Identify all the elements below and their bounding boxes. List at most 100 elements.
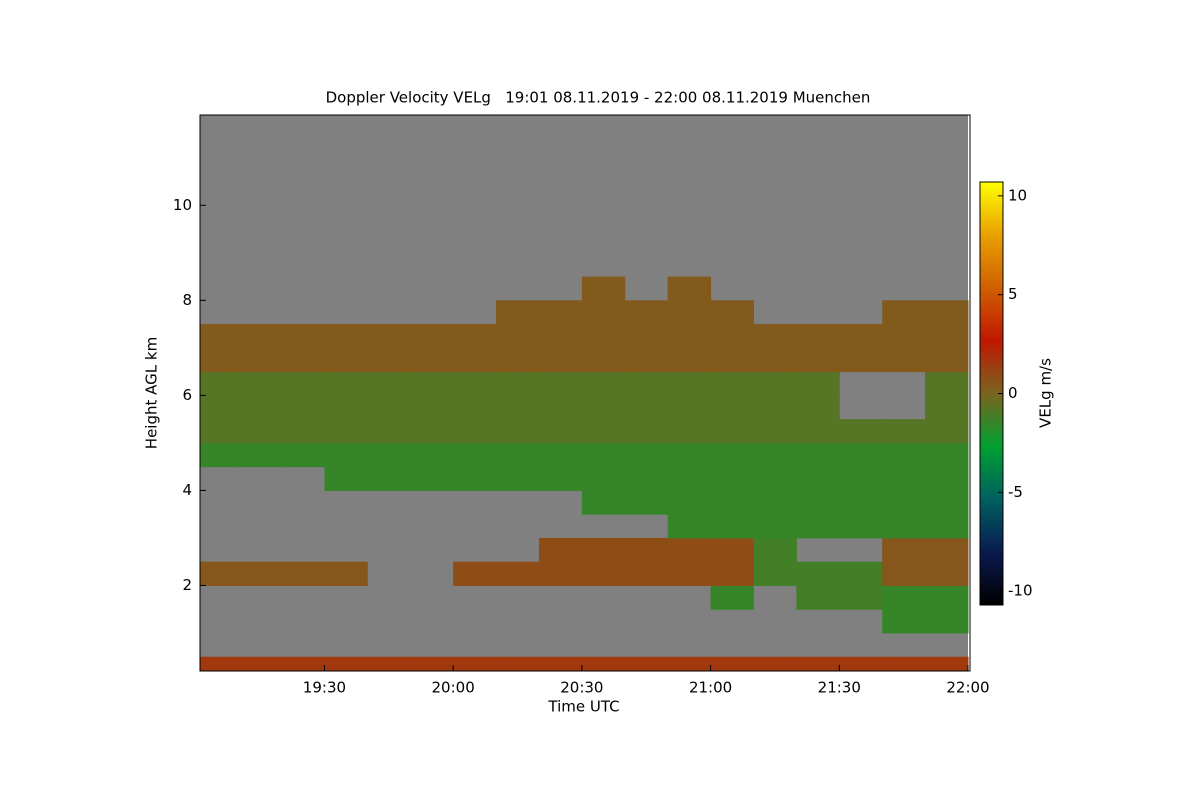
heatmap-cell <box>281 395 325 420</box>
heatmap-cell <box>882 466 926 491</box>
heatmap-cell <box>925 609 969 634</box>
heatmap-cell <box>667 490 712 515</box>
heatmap-cell <box>324 656 368 672</box>
heatmap-cell <box>624 371 669 396</box>
heatmap-cell <box>453 442 497 468</box>
heatmap-cell <box>538 347 583 373</box>
heatmap-cell <box>410 419 454 444</box>
heatmap-cell <box>581 466 626 491</box>
heatmap-cell <box>839 419 883 444</box>
heatmap-cell <box>667 656 712 672</box>
heatmap-cell <box>538 656 583 672</box>
heatmap-cell <box>200 324 240 349</box>
heatmap-cell <box>882 585 926 610</box>
heatmap-cell <box>200 371 240 396</box>
heatmap-cell <box>238 395 283 420</box>
heatmap-cell <box>667 347 712 373</box>
heatmap-cell <box>281 324 325 349</box>
heatmap-cell <box>796 395 840 420</box>
heatmap-cell <box>238 324 283 349</box>
heatmap-cell <box>581 656 626 672</box>
heatmap-cell <box>496 371 540 396</box>
heatmap-cell <box>324 561 368 586</box>
heatmap-cell <box>925 585 969 610</box>
heatmap-cell <box>581 537 626 563</box>
heatmap-cell <box>839 347 883 373</box>
heatmap-cell <box>925 656 969 672</box>
heatmap-cell <box>324 442 368 468</box>
heatmap-cell <box>667 514 712 539</box>
heatmap-cell <box>882 609 926 634</box>
heatmap-cell <box>581 276 626 301</box>
heatmap-cell <box>624 656 669 672</box>
heatmap-cell <box>410 324 454 349</box>
heatmap-cell <box>281 442 325 468</box>
heatmap-cell <box>581 324 626 349</box>
heatmap-cell <box>581 347 626 373</box>
heatmap-cell <box>796 466 840 491</box>
heatmap-cell <box>925 371 969 396</box>
heatmap-cell <box>925 442 969 468</box>
heatmap-cell <box>496 561 540 586</box>
heatmap-cell <box>538 395 583 420</box>
heatmap-cell <box>796 656 840 672</box>
heatmap-cell <box>453 324 497 349</box>
heatmap-cell <box>753 347 797 373</box>
heatmap-cell <box>281 419 325 444</box>
heatmap-cell <box>367 395 411 420</box>
heatmap-cell <box>753 514 797 539</box>
heatmap-cell <box>925 490 969 515</box>
heatmap-cell <box>796 442 840 468</box>
colorbar-tick-label: 10 <box>1008 186 1027 204</box>
colorbar-tick-label: 5 <box>1008 285 1018 303</box>
heatmap-cell <box>882 324 926 349</box>
heatmap-cell <box>925 324 969 349</box>
heatmap-cell <box>538 561 583 586</box>
heatmap-cell <box>753 419 797 444</box>
heatmap-cell <box>753 561 797 586</box>
heatmap-cell <box>624 324 669 349</box>
x-tick-label: 21:30 <box>818 679 861 697</box>
heatmap-cell <box>367 466 411 491</box>
heatmap-cell <box>882 490 926 515</box>
heatmap-cell <box>453 561 497 586</box>
heatmap-cell <box>925 561 969 586</box>
heatmap-cell <box>624 395 669 420</box>
heatmap-cell <box>367 371 411 396</box>
heatmap-cell <box>796 514 840 539</box>
heatmap-cell <box>238 442 283 468</box>
heatmap-cell <box>710 324 754 349</box>
heatmap-cell <box>710 561 754 586</box>
y-tick-label: 10 <box>173 196 192 214</box>
colorbar-tick-label: -10 <box>1008 582 1033 600</box>
heatmap-cell <box>624 300 669 325</box>
heatmap-cell <box>581 371 626 396</box>
heatmap-cell <box>753 395 797 420</box>
heatmap-cell <box>367 324 411 349</box>
heatmap-cell <box>753 490 797 515</box>
heatmap-cell <box>882 300 926 325</box>
x-tick-label: 19:30 <box>303 679 346 697</box>
heatmap-cell <box>496 347 540 373</box>
heatmap-cell <box>538 442 583 468</box>
heatmap-cell <box>839 490 883 515</box>
heatmap-cell <box>882 442 926 468</box>
heatmap-cell <box>496 442 540 468</box>
x-tick-label: 20:00 <box>432 679 475 697</box>
heatmap-cell <box>281 347 325 373</box>
y-tick-label: 2 <box>182 576 192 594</box>
heatmap-cell <box>925 347 969 373</box>
x-tick-label: 21:00 <box>689 679 732 697</box>
heatmap-cell <box>410 442 454 468</box>
heatmap-cell <box>624 561 669 586</box>
heatmap-cell <box>710 585 754 610</box>
colorbar-tick-label: -5 <box>1008 483 1023 501</box>
colorbar-label: VELg m/s <box>1037 358 1055 428</box>
heatmap-cell <box>367 419 411 444</box>
y-tick-label: 6 <box>182 386 192 404</box>
x-axis-label: Time UTC <box>547 698 619 716</box>
heatmap-cell <box>410 371 454 396</box>
heatmap-cell <box>453 466 497 491</box>
heatmap-cell <box>710 371 754 396</box>
heatmap-cell <box>238 371 283 396</box>
